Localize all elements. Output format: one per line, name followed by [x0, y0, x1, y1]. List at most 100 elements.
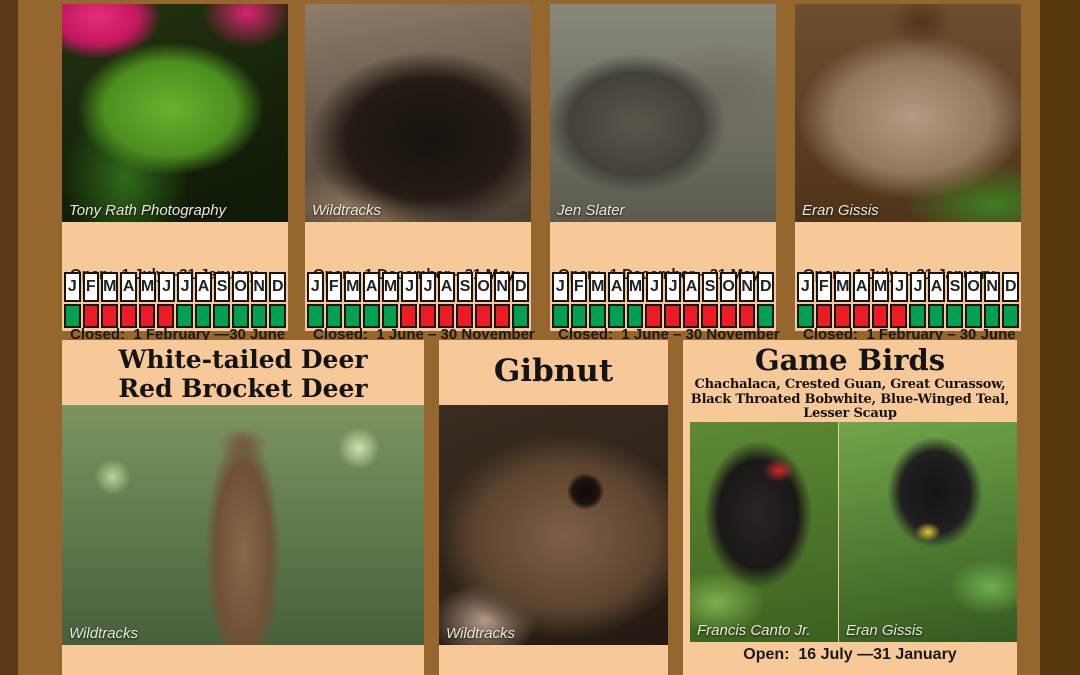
month-cell: M — [101, 272, 119, 302]
month-cell: F — [815, 272, 833, 302]
armadillo-panel: Eran Gissis Open: 1 July —31 January Clo… — [795, 4, 1021, 343]
photo-credit: Francis Canto Jr. — [697, 621, 811, 639]
calendar-color-row — [307, 304, 529, 328]
month-cell: N — [250, 272, 268, 302]
closed-month-cell — [701, 304, 718, 328]
month-cell: A — [120, 272, 137, 302]
open-month-cell — [983, 304, 1001, 328]
photo-credit: Jen Slater — [557, 202, 625, 219]
open-month-cell — [250, 304, 268, 328]
gibnut-panel-title: Gibnut — [493, 353, 614, 389]
open-month-cell — [64, 304, 81, 328]
species-line: Black Throated Bobwhite, Blue-Winged Tea… — [690, 391, 1010, 407]
deer-photo: Wildtracks — [62, 405, 424, 645]
closed-month-cell — [719, 304, 737, 328]
month-cell: J — [891, 272, 908, 302]
closed-month-cell — [645, 304, 662, 328]
species-line: Lesser Scaup — [803, 406, 897, 421]
open-month-cell — [946, 304, 963, 328]
closed-month-cell — [738, 304, 756, 328]
month-cell: M — [344, 272, 362, 302]
game-birds-species-list: Chachalaca, Crested Guan, Great Curassow… — [683, 376, 1017, 422]
season-info: Open: 1 December—31 May Closed: 1 June –… — [550, 222, 780, 343]
month-cell: O — [232, 272, 249, 302]
game-birds-photos: Francis Canto Jr. Eran Gissis — [683, 421, 1017, 642]
season-info: Open: 1 December—31 May Closed: 1 June –… — [305, 222, 535, 343]
closed-month-cell — [418, 304, 436, 328]
month-cell: M — [871, 272, 890, 302]
month-cell: M — [381, 272, 400, 302]
deer-panel-title: White-tailed Deer Red Brocket Deer — [62, 340, 424, 405]
open-month-cell — [1002, 304, 1019, 328]
open-season-text: Open: 16 July —31 January — [743, 645, 957, 663]
photo-credit: Eran Gissis — [802, 202, 879, 219]
open-month-cell — [626, 304, 644, 328]
month-cell: A — [363, 272, 380, 302]
month-cell: J — [419, 272, 437, 302]
closed-season-text: Closed: 1 February – 30 June — [803, 326, 1016, 343]
season-info: Males Open: 1 October- 30 June Females O… — [62, 645, 424, 675]
closed-month-cell — [890, 304, 907, 328]
month-cell: O — [965, 272, 982, 302]
month-cell: S — [213, 272, 231, 302]
closed-month-cell — [456, 304, 473, 328]
open-month-cell — [307, 304, 324, 328]
closed-month-cell — [834, 304, 851, 328]
photo-credit: Tony Rath Photography — [69, 202, 227, 219]
open-month-cell — [194, 304, 212, 328]
month-cell: A — [928, 272, 945, 302]
closed-month-cell — [663, 304, 681, 328]
season-info: Open: 1 July —31 January Closed: 1 Febru… — [795, 222, 1021, 343]
peccary-gray-photo: Jen Slater — [550, 4, 776, 222]
season-info: Open: 1 June —30 November Closed: 1 Dece… — [439, 645, 668, 675]
open-month-cell — [512, 304, 529, 328]
chachalaca-photo: Francis Canto Jr. — [690, 421, 838, 642]
closed-month-cell — [437, 304, 455, 328]
open-month-cell — [325, 304, 343, 328]
closed-month-cell — [474, 304, 492, 328]
closed-month-cell — [815, 304, 833, 328]
closed-month-cell — [852, 304, 870, 328]
photo-credit: Wildtracks — [312, 202, 382, 219]
month-cell: N — [738, 272, 756, 302]
open-month-cell — [552, 304, 569, 328]
month-cell: N — [983, 272, 1001, 302]
month-cell: S — [701, 272, 719, 302]
month-cell: J — [158, 272, 175, 302]
month-cell: D — [269, 272, 286, 302]
closed-season-text: Closed: 1 February —30 June — [70, 326, 286, 343]
open-month-cell — [927, 304, 945, 328]
peccary-dark-panel: Wildtracks Open: 1 December—31 May Close… — [305, 4, 535, 343]
closed-month-cell — [400, 304, 417, 328]
closed-season-text: Closed: 1 June – 30 November — [313, 326, 535, 343]
month-cell: A — [438, 272, 455, 302]
closed-month-cell — [119, 304, 137, 328]
photo-credit: Eran Gissis — [846, 621, 923, 639]
open-month-cell — [908, 304, 926, 328]
month-cell: J — [307, 272, 324, 302]
left-dark-border — [0, 0, 18, 675]
month-cell: J — [401, 272, 418, 302]
month-cell: J — [176, 272, 194, 302]
month-cell: A — [853, 272, 870, 302]
month-cell: M — [626, 272, 645, 302]
calendar-color-row — [797, 304, 1019, 328]
peccary-gray-panel: Jen Slater Open: 1 December—31 May Close… — [550, 4, 780, 343]
open-month-cell — [344, 304, 361, 328]
closed-month-cell — [82, 304, 100, 328]
armadillo-photo: Eran Gissis — [795, 4, 1021, 222]
game-birds-panel: Game Birds Chachalaca, Crested Guan, Gre… — [683, 340, 1017, 675]
photo-credit: Wildtracks — [69, 625, 139, 642]
deer-panel: White-tailed Deer Red Brocket Deer Wildt… — [62, 340, 424, 675]
open-month-cell — [175, 304, 193, 328]
peccary-dark-photo: Wildtracks — [305, 4, 531, 222]
month-cell: J — [64, 272, 81, 302]
calendar-color-row — [64, 304, 286, 328]
month-cell: J — [664, 272, 682, 302]
